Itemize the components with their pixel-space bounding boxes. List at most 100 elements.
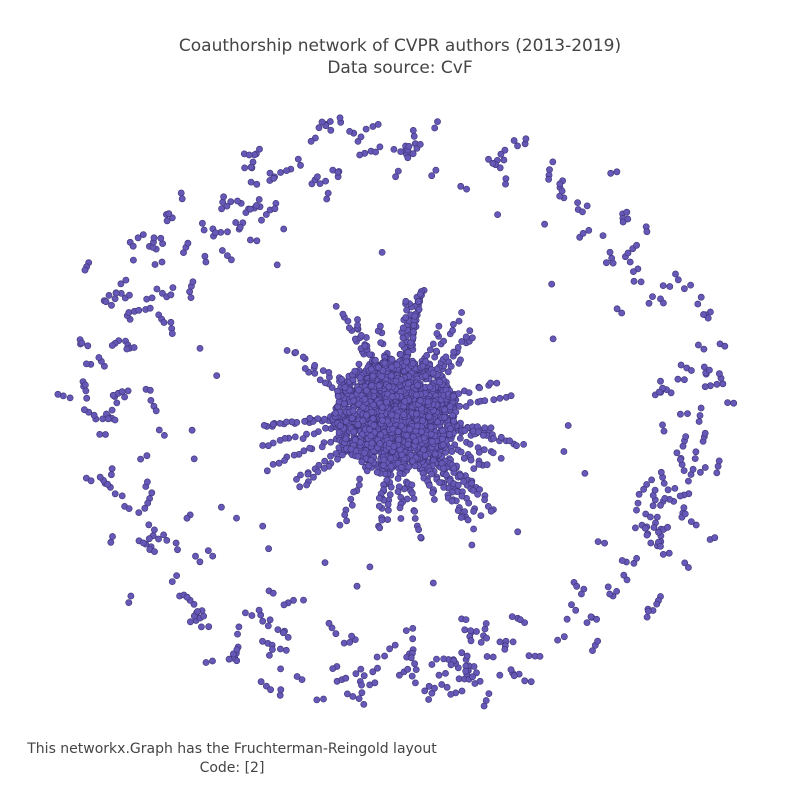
ring-node-118 [660,479,668,487]
spoke-node-850 [269,460,277,468]
spoke-node-1221 [466,440,474,448]
spoke-node-974 [497,433,505,441]
ring-node-443 [145,535,153,543]
ring-node-190 [189,278,197,286]
spoke-node-886 [458,338,466,345]
ring-node-258 [325,619,333,627]
spoke-node-963 [470,507,477,515]
ring-node-68 [253,237,261,245]
ring-node-606 [711,534,719,542]
spoke-node-1136 [403,306,410,314]
ring-node-342 [634,499,642,507]
ring-node-324 [579,208,586,216]
spoke-node-710 [468,334,476,342]
spoke-node-1004 [429,489,437,497]
ring-node-597 [640,485,647,493]
ring-node-154 [613,588,620,595]
ring-node-574 [483,634,490,642]
ring-node-112 [438,681,446,688]
ring-node-434 [125,309,133,316]
isolated-node-673 [661,494,669,502]
isolated-node-660 [494,211,501,218]
spoke-node-1124 [415,526,422,534]
ring-node-650 [125,505,133,512]
spoke-node-802 [457,448,465,456]
ring-node-472 [730,399,738,407]
ring-node-334 [649,502,657,510]
isolated-node-661 [213,372,221,379]
spoke-node-887 [462,333,470,341]
spoke-node-1122 [411,515,419,522]
ring-node-47 [125,599,133,606]
spoke-node-918 [493,379,501,387]
ring-node-102 [209,552,217,560]
ring-node-458 [255,606,263,614]
spoke-node-835 [376,524,384,532]
ring-node-115 [461,626,469,634]
code-annotation: Code: [2] [200,760,265,776]
ring-node-340 [416,140,424,148]
spoke-node-948 [283,347,291,354]
ring-node-64 [329,665,337,672]
ring-node-219 [716,370,723,378]
spoke-node-1168 [409,328,417,336]
ring-node-365 [118,388,126,396]
spoke-node-757 [384,506,392,514]
core-node-2926 [385,439,393,447]
spoke-node-1178 [345,324,353,332]
cluster-node-2476 [360,449,368,457]
ring-node-239 [269,589,277,597]
ring-node-346 [583,619,591,626]
isolated-node-689 [409,635,417,643]
ring-node-521 [677,361,685,369]
ring-node-200 [527,678,535,686]
spoke-node-934 [481,424,489,432]
isolated-node-680 [599,232,607,239]
cluster-node-2608 [332,409,339,417]
ring-node-39 [701,383,709,391]
spoke-node-917 [487,379,494,387]
ring-node-43 [348,632,355,640]
ring-node-255 [178,195,186,203]
cluster-node-2536 [387,462,395,470]
isolated-node-686 [277,665,284,673]
core-node-2900 [412,391,420,399]
spoke-node-922 [383,476,391,484]
ring-node-620 [82,387,90,395]
ring-node-213 [294,155,302,163]
spoke-node-980 [466,399,474,406]
spoke-node-779 [321,379,329,387]
cluster-node-2611 [439,441,447,449]
spoke-node-1042 [394,475,402,482]
ring-node-432 [704,314,712,322]
ring-node-77 [381,652,388,660]
spoke-node-1227 [497,454,505,462]
ring-node-271 [397,148,405,155]
isolated-node-697 [188,426,196,434]
ring-node-193 [322,177,329,185]
ring-node-127 [721,342,729,350]
cluster-node-2466 [441,413,448,421]
cluster-node-2518 [429,369,437,377]
ring-node-372 [428,661,436,668]
isolated-node-682 [564,422,572,429]
ring-node-639 [235,623,243,631]
core-node-2917 [376,440,384,447]
spoke-node-997 [458,492,466,500]
ring-node-296 [358,689,366,697]
cluster-node-2538 [334,392,342,400]
ring-node-404 [376,143,384,151]
ring-node-511 [374,121,382,128]
ring-node-436 [135,306,143,314]
ring-node-559 [212,229,219,237]
isolated-node-695 [681,510,689,518]
ring-node-337 [276,691,284,699]
spoke-node-1249 [468,479,476,487]
ring-node-430 [587,613,595,621]
spoke-node-846 [290,451,298,459]
spoke-node-1253 [366,351,373,358]
ring-node-323 [202,258,210,266]
isolated-node-694 [129,256,137,264]
ring-node-469 [369,668,377,676]
spoke-node-851 [263,467,271,475]
